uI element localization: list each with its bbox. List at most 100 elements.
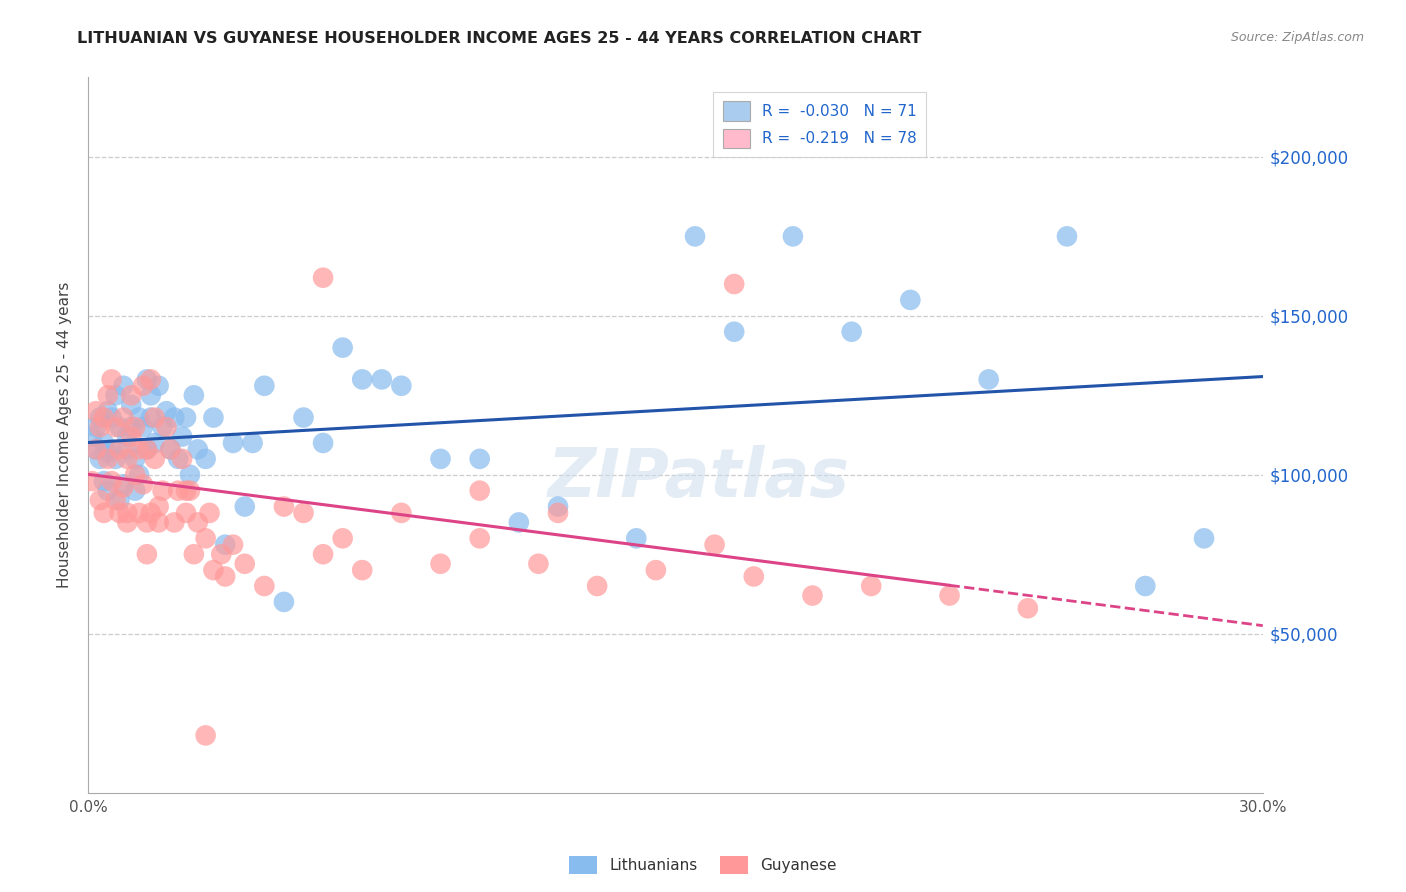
Point xyxy=(179,483,201,498)
Point xyxy=(703,538,725,552)
Point xyxy=(841,325,863,339)
Point xyxy=(108,506,131,520)
Point xyxy=(273,595,295,609)
Point xyxy=(117,429,139,443)
Point xyxy=(214,569,236,583)
Point xyxy=(187,442,209,457)
Point xyxy=(1135,579,1157,593)
Point xyxy=(174,410,197,425)
Point xyxy=(124,451,146,466)
Point xyxy=(89,451,111,466)
Point xyxy=(174,506,197,520)
Point xyxy=(100,442,122,457)
Point xyxy=(84,420,107,434)
Point xyxy=(104,493,127,508)
Point xyxy=(742,569,765,583)
Point xyxy=(253,378,276,392)
Point xyxy=(139,388,162,402)
Point xyxy=(683,229,706,244)
Point xyxy=(163,410,186,425)
Point xyxy=(128,410,150,425)
Point xyxy=(183,388,205,402)
Point xyxy=(84,404,107,418)
Point xyxy=(163,516,186,530)
Point xyxy=(143,451,166,466)
Point xyxy=(352,563,374,577)
Point xyxy=(135,442,157,457)
Point xyxy=(1017,601,1039,615)
Point xyxy=(104,420,127,434)
Point xyxy=(194,451,217,466)
Point xyxy=(108,442,131,457)
Point xyxy=(108,420,131,434)
Legend: R =  -0.030   N = 71, R =  -0.219   N = 78: R = -0.030 N = 71, R = -0.219 N = 78 xyxy=(713,92,927,158)
Point xyxy=(135,372,157,386)
Point xyxy=(148,516,170,530)
Point xyxy=(172,429,194,443)
Point xyxy=(527,557,550,571)
Point xyxy=(152,483,174,498)
Point xyxy=(332,341,354,355)
Point xyxy=(112,378,135,392)
Point xyxy=(148,378,170,392)
Point xyxy=(97,483,120,498)
Point xyxy=(152,420,174,434)
Point xyxy=(84,442,107,457)
Y-axis label: Householder Income Ages 25 - 44 years: Householder Income Ages 25 - 44 years xyxy=(58,282,72,588)
Point xyxy=(128,442,150,457)
Point xyxy=(898,293,921,307)
Point xyxy=(104,451,127,466)
Point xyxy=(253,579,276,593)
Point xyxy=(233,500,256,514)
Point xyxy=(242,436,264,450)
Point xyxy=(292,506,315,520)
Point xyxy=(938,589,960,603)
Point xyxy=(135,516,157,530)
Point xyxy=(93,506,115,520)
Point xyxy=(139,506,162,520)
Point xyxy=(429,451,451,466)
Point xyxy=(782,229,804,244)
Point xyxy=(97,404,120,418)
Point xyxy=(132,378,155,392)
Point xyxy=(132,477,155,491)
Point xyxy=(100,372,122,386)
Point xyxy=(135,547,157,561)
Point xyxy=(108,493,131,508)
Point xyxy=(143,436,166,450)
Point xyxy=(202,410,225,425)
Point xyxy=(128,467,150,482)
Point xyxy=(860,579,883,593)
Point xyxy=(159,442,181,457)
Text: ZIPatlas: ZIPatlas xyxy=(548,445,851,511)
Point xyxy=(292,410,315,425)
Point xyxy=(148,500,170,514)
Point xyxy=(312,436,335,450)
Point xyxy=(93,474,115,488)
Point xyxy=(1192,532,1215,546)
Point xyxy=(429,557,451,571)
Point xyxy=(1056,229,1078,244)
Point xyxy=(97,451,120,466)
Point xyxy=(723,277,745,291)
Point xyxy=(112,480,135,494)
Point xyxy=(112,477,135,491)
Point xyxy=(389,506,412,520)
Text: Source: ZipAtlas.com: Source: ZipAtlas.com xyxy=(1230,31,1364,45)
Point xyxy=(97,388,120,402)
Point xyxy=(371,372,394,386)
Point xyxy=(93,436,115,450)
Point xyxy=(801,589,824,603)
Point xyxy=(187,516,209,530)
Point xyxy=(120,388,142,402)
Point xyxy=(468,532,491,546)
Point xyxy=(468,483,491,498)
Point xyxy=(202,563,225,577)
Point xyxy=(626,532,648,546)
Point xyxy=(194,728,217,742)
Point xyxy=(214,538,236,552)
Point xyxy=(723,325,745,339)
Point xyxy=(93,410,115,425)
Point xyxy=(547,500,569,514)
Point xyxy=(84,442,107,457)
